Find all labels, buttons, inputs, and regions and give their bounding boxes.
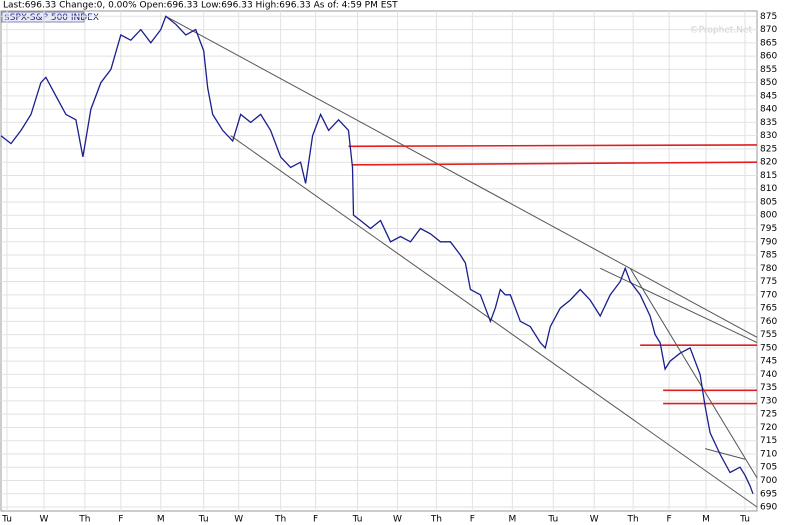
y-tick-label: 695: [760, 489, 777, 499]
y-tick-label: 700: [760, 476, 777, 486]
x-tick-label: M: [702, 515, 710, 525]
y-tick-label: 855: [760, 65, 777, 75]
y-tick-label: 780: [760, 264, 777, 274]
x-tick-label: W: [590, 515, 599, 525]
trend-line: [599, 267, 758, 344]
x-tick-label: Tu: [352, 515, 363, 525]
y-tick-label: 750: [760, 343, 777, 353]
x-tick-label: Th: [627, 515, 639, 525]
y-tick-label: 720: [760, 423, 777, 433]
y-tick-label: 850: [760, 78, 777, 88]
y-tick-label: 860: [760, 52, 777, 62]
y-tick-label: 740: [760, 370, 777, 380]
trend-line: [629, 268, 758, 479]
x-tick-label: M: [508, 515, 516, 525]
y-tick-label: 735: [760, 383, 777, 393]
plot-frame: [0, 10, 758, 512]
trend-line: [230, 135, 758, 508]
y-tick-label: 835: [760, 118, 777, 128]
y-tick-label: 715: [760, 436, 777, 446]
y-tick-label: 795: [760, 224, 777, 234]
y-tick-label: 845: [760, 91, 777, 101]
y-tick-label: 865: [760, 38, 777, 48]
trend-line: [704, 448, 746, 460]
y-tick-label: 800: [760, 211, 777, 221]
x-tick-label: F: [118, 515, 123, 525]
y-tick-label: 870: [760, 25, 777, 35]
y-tick-label: 705: [760, 463, 777, 473]
y-tick-label: 745: [760, 357, 777, 367]
support-line: [352, 161, 758, 166]
y-tick-label: 755: [760, 330, 777, 340]
support-line: [348, 144, 758, 148]
watermark: ©Prophet.Net: [690, 26, 753, 36]
trend-line: [165, 15, 758, 338]
y-tick-label: 840: [760, 105, 777, 115]
y-tick-label: 830: [760, 131, 777, 141]
x-tick-label: W: [234, 515, 243, 525]
x-tick-label: M: [157, 515, 165, 525]
x-tick-label: F: [470, 515, 475, 525]
y-tick-label: 775: [760, 277, 777, 287]
x-tick-label: Tu: [198, 515, 209, 525]
chart-title: Last:696.33 Change:0, 0.00% Open:696.33 …: [3, 1, 398, 11]
y-tick-label: 790: [760, 237, 777, 247]
y-tick-label: 805: [760, 197, 777, 207]
y-tick-label: 760: [760, 317, 777, 327]
x-tick-label: Th: [274, 515, 286, 525]
x-tick-label: F: [313, 515, 318, 525]
price-line: [0, 15, 754, 495]
x-tick-label: W: [393, 515, 402, 525]
legend-label: $SPX-S&P 500 INDEX: [4, 13, 99, 23]
y-tick-label: 820: [760, 158, 777, 168]
x-tick-label: F: [667, 515, 672, 525]
x-tick-label: Tu: [1, 515, 12, 525]
x-tick-label: Tu: [547, 515, 558, 525]
legend-box: [1, 11, 85, 23]
y-tick-label: 765: [760, 304, 777, 314]
y-tick-label: 690: [760, 503, 777, 513]
y-tick-label: 825: [760, 144, 777, 154]
x-tick-label: Th: [78, 515, 90, 525]
y-tick-label: 730: [760, 396, 777, 406]
y-tick-label: 815: [760, 171, 777, 181]
x-tick-label: Th: [430, 515, 442, 525]
x-tick-label: Tu: [739, 515, 750, 525]
y-tick-label: 710: [760, 449, 777, 459]
y-tick-label: 785: [760, 251, 777, 261]
y-tick-label: 770: [760, 290, 777, 300]
y-tick-label: 875: [760, 12, 777, 22]
y-tick-label: 810: [760, 184, 777, 194]
x-tick-label: W: [39, 515, 48, 525]
y-tick-label: 725: [760, 410, 777, 420]
